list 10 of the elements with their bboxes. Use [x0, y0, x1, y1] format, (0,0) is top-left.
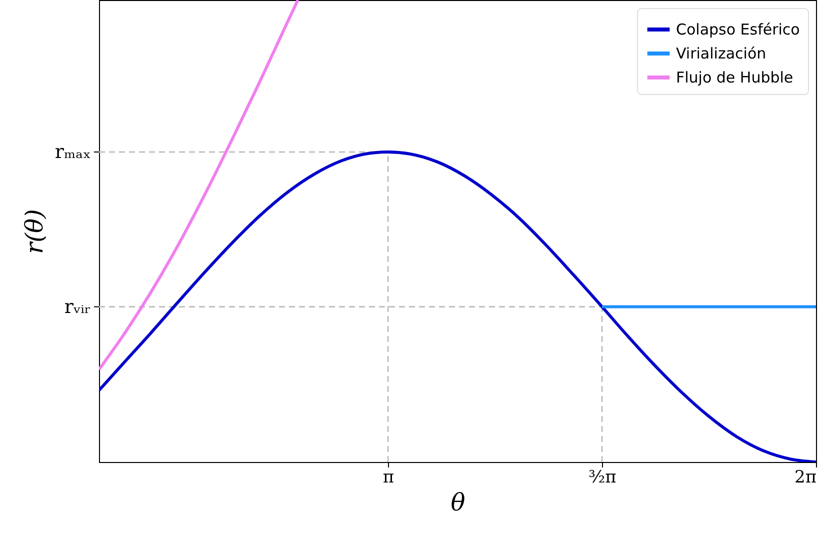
x-tick-label: π: [382, 468, 394, 488]
legend-label: Colapso Esférico: [676, 20, 800, 38]
ref-line-label: rₘₐₓ: [54, 141, 91, 163]
x-tick-label: ³⁄₂π: [588, 468, 616, 488]
x-tick-label: 2π: [794, 468, 816, 488]
x-axis-title: θ: [450, 488, 466, 516]
legend-label: Virialización: [676, 44, 766, 62]
y-axis-title: r(θ): [20, 209, 48, 254]
legend-label: Flujo de Hubble: [676, 68, 794, 86]
ref-line-label: rᵥᵢᵣ: [64, 296, 91, 318]
